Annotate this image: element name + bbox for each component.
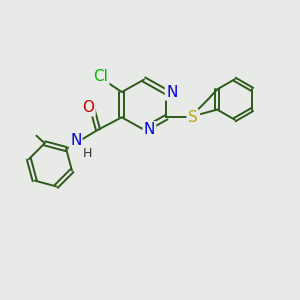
- Text: N: N: [70, 133, 81, 148]
- Text: H: H: [83, 147, 92, 160]
- Text: N: N: [144, 122, 155, 137]
- Text: Cl: Cl: [94, 69, 108, 84]
- Text: N: N: [166, 85, 177, 100]
- Text: S: S: [188, 110, 197, 125]
- Text: O: O: [82, 100, 94, 115]
